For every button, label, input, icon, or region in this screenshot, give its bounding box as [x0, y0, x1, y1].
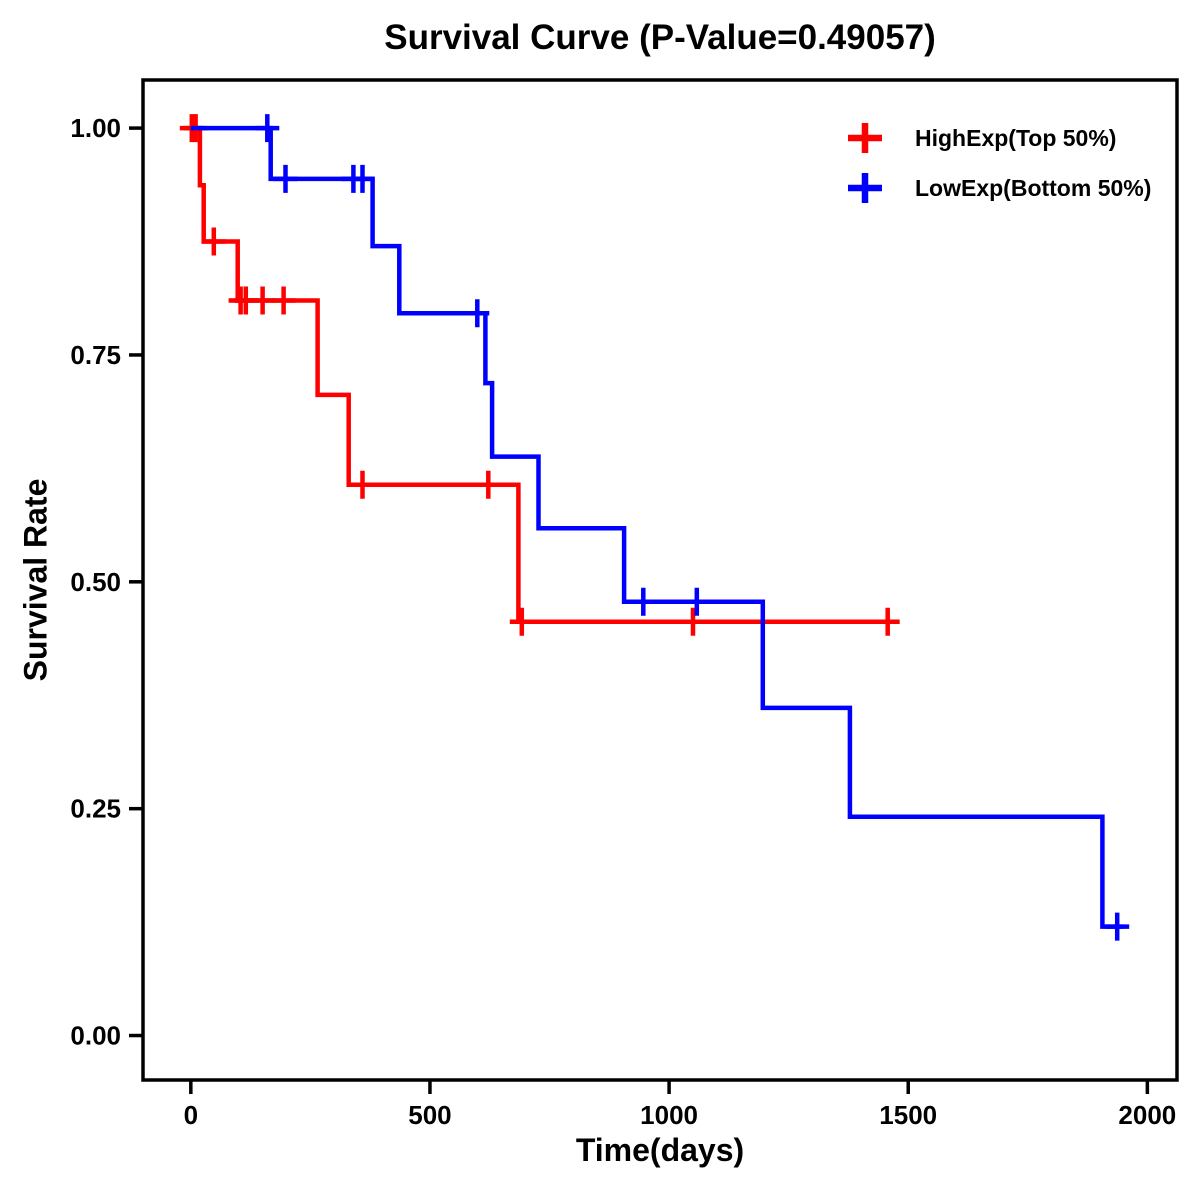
legend-label-lowexp: LowExp(Bottom 50%) — [915, 175, 1151, 201]
series-lowexp-curve — [190, 125, 1124, 929]
y-axis-label: Survival Rate — [17, 478, 54, 682]
series-lowexp-censor-mark — [631, 587, 656, 616]
chart-title: Survival Curve (P-Value=0.49057) — [384, 18, 936, 57]
series-lowexp-censor-mark — [1105, 912, 1130, 941]
series-highexp-censor-mark — [509, 607, 534, 636]
legend-marker-highexp — [848, 123, 882, 153]
x-tick-label: 0 — [184, 1100, 198, 1130]
series-highexp-censor-mark — [350, 470, 375, 499]
series-lowexp-censor-mark — [684, 587, 709, 616]
series-highexp-censor-mark — [201, 227, 226, 256]
series-lowexp-censor-mark — [350, 164, 375, 193]
series-highexp-censor-mark — [681, 607, 705, 636]
x-tick-label: 1000 — [640, 1100, 698, 1130]
x-tick-label: 1500 — [879, 1100, 937, 1130]
series-highexp-censor-mark — [476, 470, 501, 499]
x-tick-label: 2000 — [1118, 1100, 1176, 1130]
series-highexp-curve — [190, 125, 890, 624]
legend-marker-lowexp — [848, 173, 882, 203]
y-tick-label: 0.50 — [70, 567, 121, 597]
series-lowexp-censor-mark — [255, 114, 280, 143]
legend-label-highexp: HighExp(Top 50%) — [915, 125, 1116, 151]
series-highexp-censor-mark — [875, 607, 900, 636]
series-lowexp-censor-mark — [273, 164, 298, 193]
x-axis-label: Time(days) — [575, 1132, 745, 1168]
y-tick-label: 1.00 — [70, 113, 121, 143]
plot-border — [141, 78, 1179, 1082]
series-highexp-censor-mark — [250, 286, 275, 315]
y-tick-label: 0.25 — [70, 794, 121, 824]
series-lowexp-censor-mark — [465, 299, 490, 328]
x-tick-label: 500 — [408, 1100, 451, 1130]
y-tick-label: 0.75 — [70, 340, 121, 370]
y-tick-label: 0.00 — [70, 1021, 121, 1051]
series-highexp-censor-mark — [271, 286, 296, 315]
